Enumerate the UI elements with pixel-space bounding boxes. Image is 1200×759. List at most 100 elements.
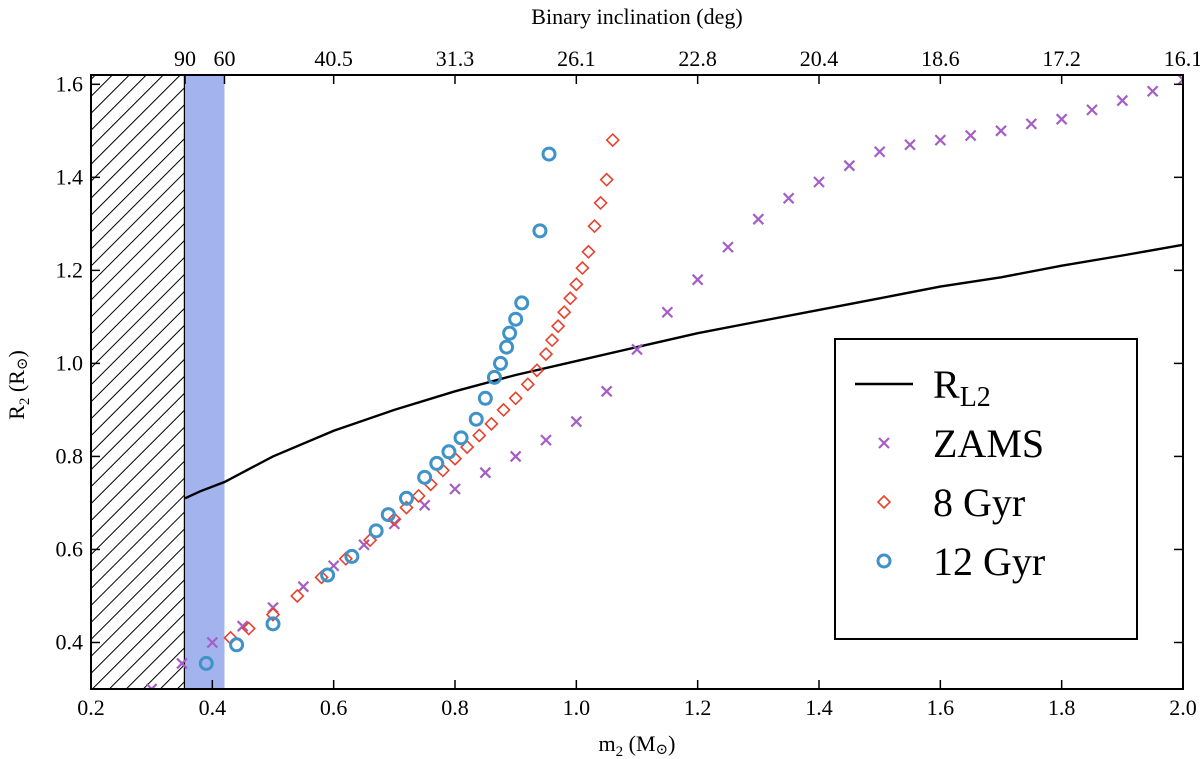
series-r-l2 xyxy=(184,243,1183,500)
axis-ticks: 0.2 0.4 0.6 0.8 1.0 1.2 1.4 1.6 1.8 2.0 0.4 0.6 0.8 1… xyxy=(56,46,1200,720)
legend-marker-swatch xyxy=(876,553,892,569)
series-line-r-l2 xyxy=(184,243,1183,500)
data-point-8-gyr xyxy=(265,607,281,622)
data-point-zams xyxy=(206,636,219,649)
data-point-zams-stroke-b xyxy=(691,273,704,286)
data-point-zams xyxy=(631,343,643,356)
data-point-zams xyxy=(358,539,370,551)
data-point-zams-stroke-b xyxy=(418,499,431,512)
legend-marker-swatch xyxy=(878,437,890,449)
data-point-12-gyr xyxy=(368,523,384,539)
legend-label: 8 Gyr xyxy=(933,480,1025,525)
x-tick-label: 1.0 xyxy=(563,695,591,720)
y-tick-label: 0.8 xyxy=(56,443,84,468)
data-point-zams xyxy=(813,176,825,188)
data-point-zams-stroke-b xyxy=(934,134,947,146)
data-point-zams xyxy=(722,241,734,253)
top-tick-label: 90 xyxy=(174,46,196,71)
data-point-8-gyr xyxy=(529,363,545,378)
legend-label: ZAMS xyxy=(933,421,1044,466)
data-point-zams-stroke-b xyxy=(479,466,492,479)
data-point-zams-stroke-b xyxy=(1086,104,1098,116)
data-point-zams-stroke-b xyxy=(1055,113,1068,125)
data-point-8-gyr xyxy=(520,377,535,392)
legend-marker-swatch-stroke-b xyxy=(878,437,890,449)
data-point-8-gyr xyxy=(472,428,487,443)
data-point-zams-stroke-b xyxy=(176,657,188,670)
data-point-zams-stroke-b xyxy=(813,176,825,188)
data-point-zams xyxy=(540,434,552,446)
top-tick-label: 17.2 xyxy=(1042,46,1081,71)
data-point-zams xyxy=(449,483,461,495)
data-point-zams xyxy=(873,145,886,158)
legend-label: RL2 xyxy=(933,362,991,413)
data-point-8-gyr xyxy=(399,500,414,515)
data-point-zams xyxy=(1086,104,1098,116)
data-point-8-gyr xyxy=(508,391,523,406)
data-point-zams xyxy=(752,213,765,225)
legend-label: 12 Gyr xyxy=(933,539,1045,584)
top-axis-title: Binary inclination (deg) xyxy=(531,4,742,29)
top-tick-label: 26.1 xyxy=(557,46,596,71)
data-point-12-gyr xyxy=(198,655,214,671)
x-tick-label: 0.8 xyxy=(441,695,469,720)
data-point-zams-stroke-b xyxy=(600,385,613,398)
legend-entry-1: ZAMS xyxy=(878,421,1044,466)
y-tick-label: 1.4 xyxy=(56,164,84,189)
data-point-zams-stroke-b xyxy=(995,125,1007,137)
top-tick-label: 60 xyxy=(213,46,235,71)
data-point-zams-stroke-b xyxy=(1025,118,1038,130)
data-point-zams-stroke-b xyxy=(1177,78,1183,86)
top-tick-label: 40.5 xyxy=(314,46,353,71)
data-point-zams-stroke-a xyxy=(1177,75,1183,82)
data-point-zams xyxy=(904,138,916,151)
data-point-8-gyr xyxy=(575,260,590,276)
data-point-zams xyxy=(236,620,249,632)
plot-frame xyxy=(90,74,1184,690)
data-point-12-gyr xyxy=(344,548,360,564)
data-point-zams-stroke-b xyxy=(752,213,765,225)
data-point-zams xyxy=(782,192,795,205)
data-point-8-gyr xyxy=(593,195,608,211)
data-point-8-gyr xyxy=(599,172,614,187)
shaded-region-overlay xyxy=(185,75,225,689)
data-point-zams-stroke-b xyxy=(388,518,401,530)
data-point-12-gyr xyxy=(514,295,530,311)
data-point-zams-stroke-b xyxy=(964,129,977,142)
data-point-zams xyxy=(176,657,188,670)
data-point-8-gyr xyxy=(587,219,602,234)
series-12-gyr xyxy=(198,146,557,671)
data-point-12-gyr xyxy=(532,223,548,239)
data-point-8-gyr xyxy=(544,333,560,348)
top-tick-label: 18.6 xyxy=(921,46,960,71)
data-point-12-gyr xyxy=(441,444,457,460)
data-point-8-gyr xyxy=(605,132,620,148)
data-point-zams-stroke-b xyxy=(631,343,643,356)
data-point-8-gyr xyxy=(241,621,256,636)
data-point-12-gyr xyxy=(486,369,502,385)
legend-entry-2: 8 Gyr xyxy=(876,480,1025,525)
data-point-12-gyr xyxy=(477,390,493,406)
data-point-zams xyxy=(691,273,704,286)
x-tick-label: 0.4 xyxy=(199,695,227,720)
data-point-12-gyr xyxy=(541,146,557,162)
data-point-zams-stroke-b xyxy=(509,450,522,463)
top-tick-label: 20.4 xyxy=(800,46,839,71)
data-point-zams-stroke-a xyxy=(145,683,154,689)
y-tick-label: 1.6 xyxy=(56,71,84,96)
data-point-12-gyr xyxy=(453,430,469,446)
data-point-8-gyr xyxy=(362,533,378,548)
data-point-zams xyxy=(964,129,977,142)
data-point-8-gyr xyxy=(411,488,426,504)
top-tick-label: 22.8 xyxy=(678,46,717,71)
x-tick-label: 0.6 xyxy=(320,695,348,720)
data-point-zams-stroke-b xyxy=(782,192,795,205)
x-tick-label: 1.2 xyxy=(684,695,712,720)
data-point-zams xyxy=(570,415,583,428)
data-point-zams-stroke-b xyxy=(661,306,674,319)
x-tick-label: 2.0 xyxy=(1169,695,1197,720)
data-point-zams xyxy=(418,499,431,512)
legend-box xyxy=(834,338,1138,640)
data-point-zams xyxy=(934,134,947,146)
x-tick-label: 1.4 xyxy=(805,695,833,720)
